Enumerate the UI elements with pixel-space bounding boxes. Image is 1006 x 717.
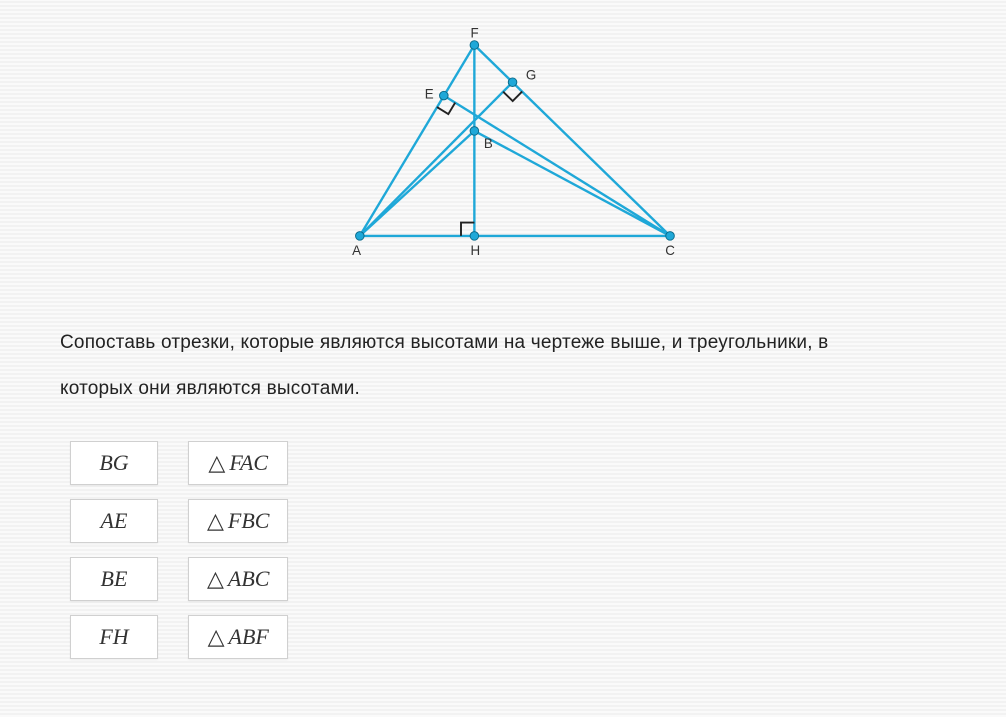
svg-text:G: G xyxy=(526,67,536,82)
geometry-diagram: A H C F E G B xyxy=(293,20,713,280)
chip-label: ABF xyxy=(229,624,269,650)
chip-label: FBC xyxy=(228,508,270,534)
triangle-chip[interactable]: △FAC xyxy=(188,441,288,485)
segment-chip[interactable]: FH xyxy=(70,615,158,659)
triangle-chip[interactable]: △ABF xyxy=(188,615,288,659)
svg-text:B: B xyxy=(484,136,493,151)
chip-label: BG xyxy=(99,450,128,476)
triangle-icon: △ xyxy=(207,566,224,592)
svg-text:A: A xyxy=(352,243,361,258)
triangle-icon: △ xyxy=(208,624,225,650)
chip-label: FAC xyxy=(229,450,268,476)
chip-label: BE xyxy=(101,566,128,592)
triangle-icon: △ xyxy=(208,450,225,476)
chip-label: AE xyxy=(101,508,128,534)
svg-text:F: F xyxy=(471,25,479,40)
page-root: A H C F E G B Сопоставь отрезки, которые являю… xyxy=(0,0,1006,717)
problem-line-1: Сопоставь отрезки, которые являются высо… xyxy=(60,332,828,353)
svg-text:C: C xyxy=(665,243,675,258)
svg-text:H: H xyxy=(471,243,481,258)
problem-statement: Сопоставь отрезки, которые являются высо… xyxy=(60,320,946,411)
chip-label: ABC xyxy=(228,566,270,592)
match-grid: BG △FAC AE △FBC BE △ABC FH △ABF xyxy=(70,441,288,659)
segment-chip[interactable]: BE xyxy=(70,557,158,601)
problem-line-2: которых они являются высотами. xyxy=(60,378,360,399)
triangle-chip[interactable]: △FBC xyxy=(188,499,288,543)
triangle-icon: △ xyxy=(207,508,224,534)
segment-chip[interactable]: AE xyxy=(70,499,158,543)
diagram-container: A H C F E G B xyxy=(60,20,946,280)
chip-label: FH xyxy=(99,624,128,650)
svg-text:E: E xyxy=(425,86,434,101)
segment-chip[interactable]: BG xyxy=(70,441,158,485)
triangle-chip[interactable]: △ABC xyxy=(188,557,288,601)
